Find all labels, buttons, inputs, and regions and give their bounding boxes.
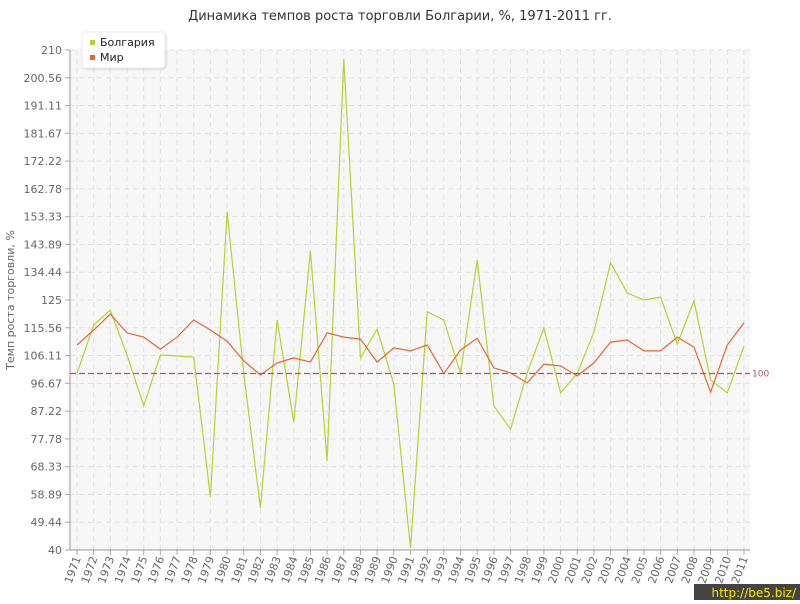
legend-label: Мир <box>100 51 124 64</box>
y-tick-label: 68.33 <box>31 461 63 474</box>
series-line <box>76 58 745 548</box>
y-tick-label: 87.22 <box>31 405 63 418</box>
y-tick-label: 143.89 <box>24 238 63 251</box>
y-tick-label: 134.44 <box>24 266 63 279</box>
series-line <box>76 313 745 394</box>
y-tick-label: 200.56 <box>24 72 63 85</box>
y-tick-label: 181.67 <box>24 127 63 140</box>
watermark: http://be5.biz/ <box>711 586 796 600</box>
chart-title: Динамика темпов роста торговли Болгарии,… <box>188 9 612 24</box>
y-tick-label: 172.22 <box>24 155 63 168</box>
y-tick-label: 191.11 <box>24 100 63 113</box>
y-tick-label: 125 <box>41 294 62 307</box>
y-tick-label: 210 <box>41 44 62 57</box>
y-tick-label: 49.44 <box>31 516 63 529</box>
y-tick-label: 115.56 <box>24 322 63 335</box>
legend-swatch <box>90 40 95 45</box>
legend-swatch <box>90 55 95 60</box>
y-axis-label: Темп роста торговли, % <box>4 230 17 371</box>
y-tick-label: 153.33 <box>24 211 63 224</box>
y-tick-label: 77.78 <box>31 433 63 446</box>
legend-label: Болгария <box>100 36 155 49</box>
reference-label: 100 <box>752 370 769 380</box>
y-tick-label: 106.11 <box>24 350 63 363</box>
y-tick-label: 162.78 <box>24 183 63 196</box>
y-tick-label: 40 <box>48 544 62 557</box>
y-tick-label: 58.89 <box>31 488 63 501</box>
legend-box <box>81 31 166 69</box>
y-tick-label: 96.67 <box>31 377 63 390</box>
watermark-bg <box>694 584 800 600</box>
